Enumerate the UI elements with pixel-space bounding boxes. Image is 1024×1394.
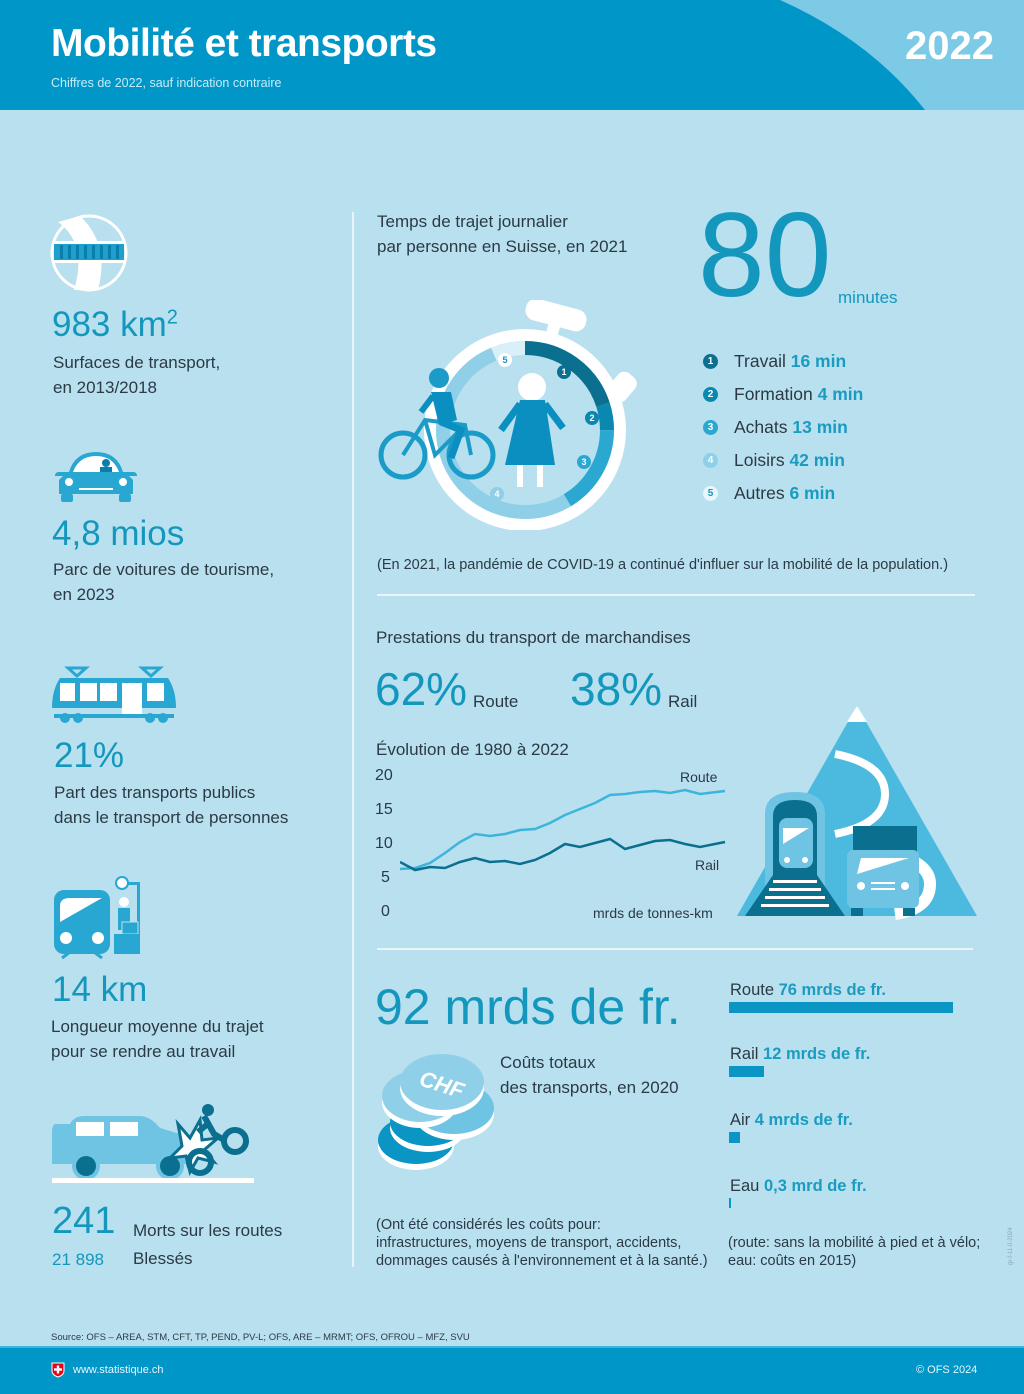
road-deaths-value: 241 [52,1200,116,1242]
travel-time-total: 80 [698,188,832,322]
freight-rail-pct: 38% [570,663,663,715]
travel-time-title: Temps de trajet journalier par personne e… [377,212,628,256]
section-divider [377,948,973,950]
cost-bar-rail [729,1066,764,1077]
svg-text:1: 1 [561,367,566,377]
svg-text:5: 5 [502,355,507,365]
graphic-code: gr-f-11.0-2024 [1008,1227,1014,1265]
source-note: Source: OFS – AREA, STM, CFT, TP, PEND, … [51,1332,470,1343]
commute-distance-desc: Longueur moyenne du trajet pour se rendre… [51,1017,264,1061]
legend-item-achats: 3 Achats 13 min [703,417,848,438]
header-banner: Mobilité et transports Chiffres de 2022,… [0,0,1024,110]
rail-road-crossing-icon [50,214,128,297]
page-title: Mobilité et transports [51,22,437,65]
injured-value: 21 898 [52,1250,104,1269]
cost-bar-route [729,1002,953,1013]
cost-label-eau: Eau 0,3 mrd de fr. [730,1177,867,1195]
legend-item-autres: 5 Autres 6 min [703,483,835,504]
page-subtitle: Chiffres de 2022, sauf indication contra… [51,76,282,90]
y-tick: 0 [381,903,390,920]
transport-surface-desc: Surfaces de transport, en 2013/2018 [53,353,221,397]
road-deaths-label: Morts sur les routes [133,1221,283,1240]
chart-unit-label: mrds de tonnes-km [593,905,713,921]
swiss-flag-icon [51,1362,65,1383]
costs-note: (Ont été considérés les coûts pour: infra… [376,1217,708,1269]
cost-label-route: Route 76 mrds de fr. [730,981,886,999]
freight-route-label: Route [473,692,519,711]
freight-route-pct: 62% [375,663,468,715]
y-tick: 20 [375,767,393,784]
car-fleet-value: 4,8 mios [52,514,185,553]
freight-line-chart [399,776,730,921]
transport-surface-value: 983 km2 [52,305,178,344]
cost-label-air: Air 4 mrds de fr. [730,1111,853,1129]
commute-distance-value: 14 km [52,970,148,1009]
total-costs-desc: Coûts totaux des transports, en 2020 [500,1053,679,1097]
freight-title: Prestations du transport de marchandises [376,628,691,647]
svg-text:2: 2 [589,413,594,423]
mountain-tunnel-icon [735,704,979,925]
injured-label: Blessés [133,1249,193,1268]
public-transport-share-value: 21% [54,736,125,775]
year-badge: 2022 [905,24,994,68]
legend-item-travail: 1 Travail 16 min [703,351,846,372]
cost-label-rail: Rail 12 mrds de fr. [730,1045,871,1063]
covid-note: (En 2021, la pandémie de COVID-19 a cont… [377,557,949,573]
column-divider [352,212,354,1267]
legend-item-loisirs: 4 Loisirs 42 min [703,450,845,471]
y-tick: 5 [381,869,390,886]
chf-coins-icon: CHF [376,1050,498,1180]
y-tick: 10 [375,835,393,852]
freight-rail-label: Rail [668,692,698,711]
cost-bar-eau [729,1198,731,1208]
copyright: © OFS 2024 [916,1364,978,1376]
section-divider [377,594,975,596]
tram-icon [50,666,178,729]
svg-text:4: 4 [494,489,499,499]
rail-series-label: Rail [695,857,720,873]
route-series-label: Route [680,769,718,785]
cost-bar-air [729,1132,740,1143]
stopwatch-donut-chart: 1 2 3 4 5 [375,298,640,535]
car-icon [53,450,139,511]
accident-icon [50,1104,256,1191]
public-transport-share-desc: Part des transports publics dans le trans… [54,783,289,827]
svg-text:3: 3 [581,457,586,467]
travel-time-unit: minutes [838,288,898,307]
website-link[interactable]: www.statistique.ch [73,1364,164,1376]
car-fleet-desc: Parc de voitures de tourisme, en 2023 [53,560,275,604]
cost-bars-note: (route: sans la mobilité à pied et à vél… [728,1235,981,1269]
total-costs-value: 92 mrds de fr. [375,979,681,1035]
header-diagonal-shape [780,0,1024,110]
chart-title: Évolution de 1980 à 2022 [376,740,569,759]
footer-bar: www.statistique.ch © OFS 2024 [0,1346,1024,1394]
y-tick: 15 [375,801,393,818]
legend-item-formation: 2 Formation 4 min [703,384,863,405]
commuter-train-icon [52,876,144,965]
